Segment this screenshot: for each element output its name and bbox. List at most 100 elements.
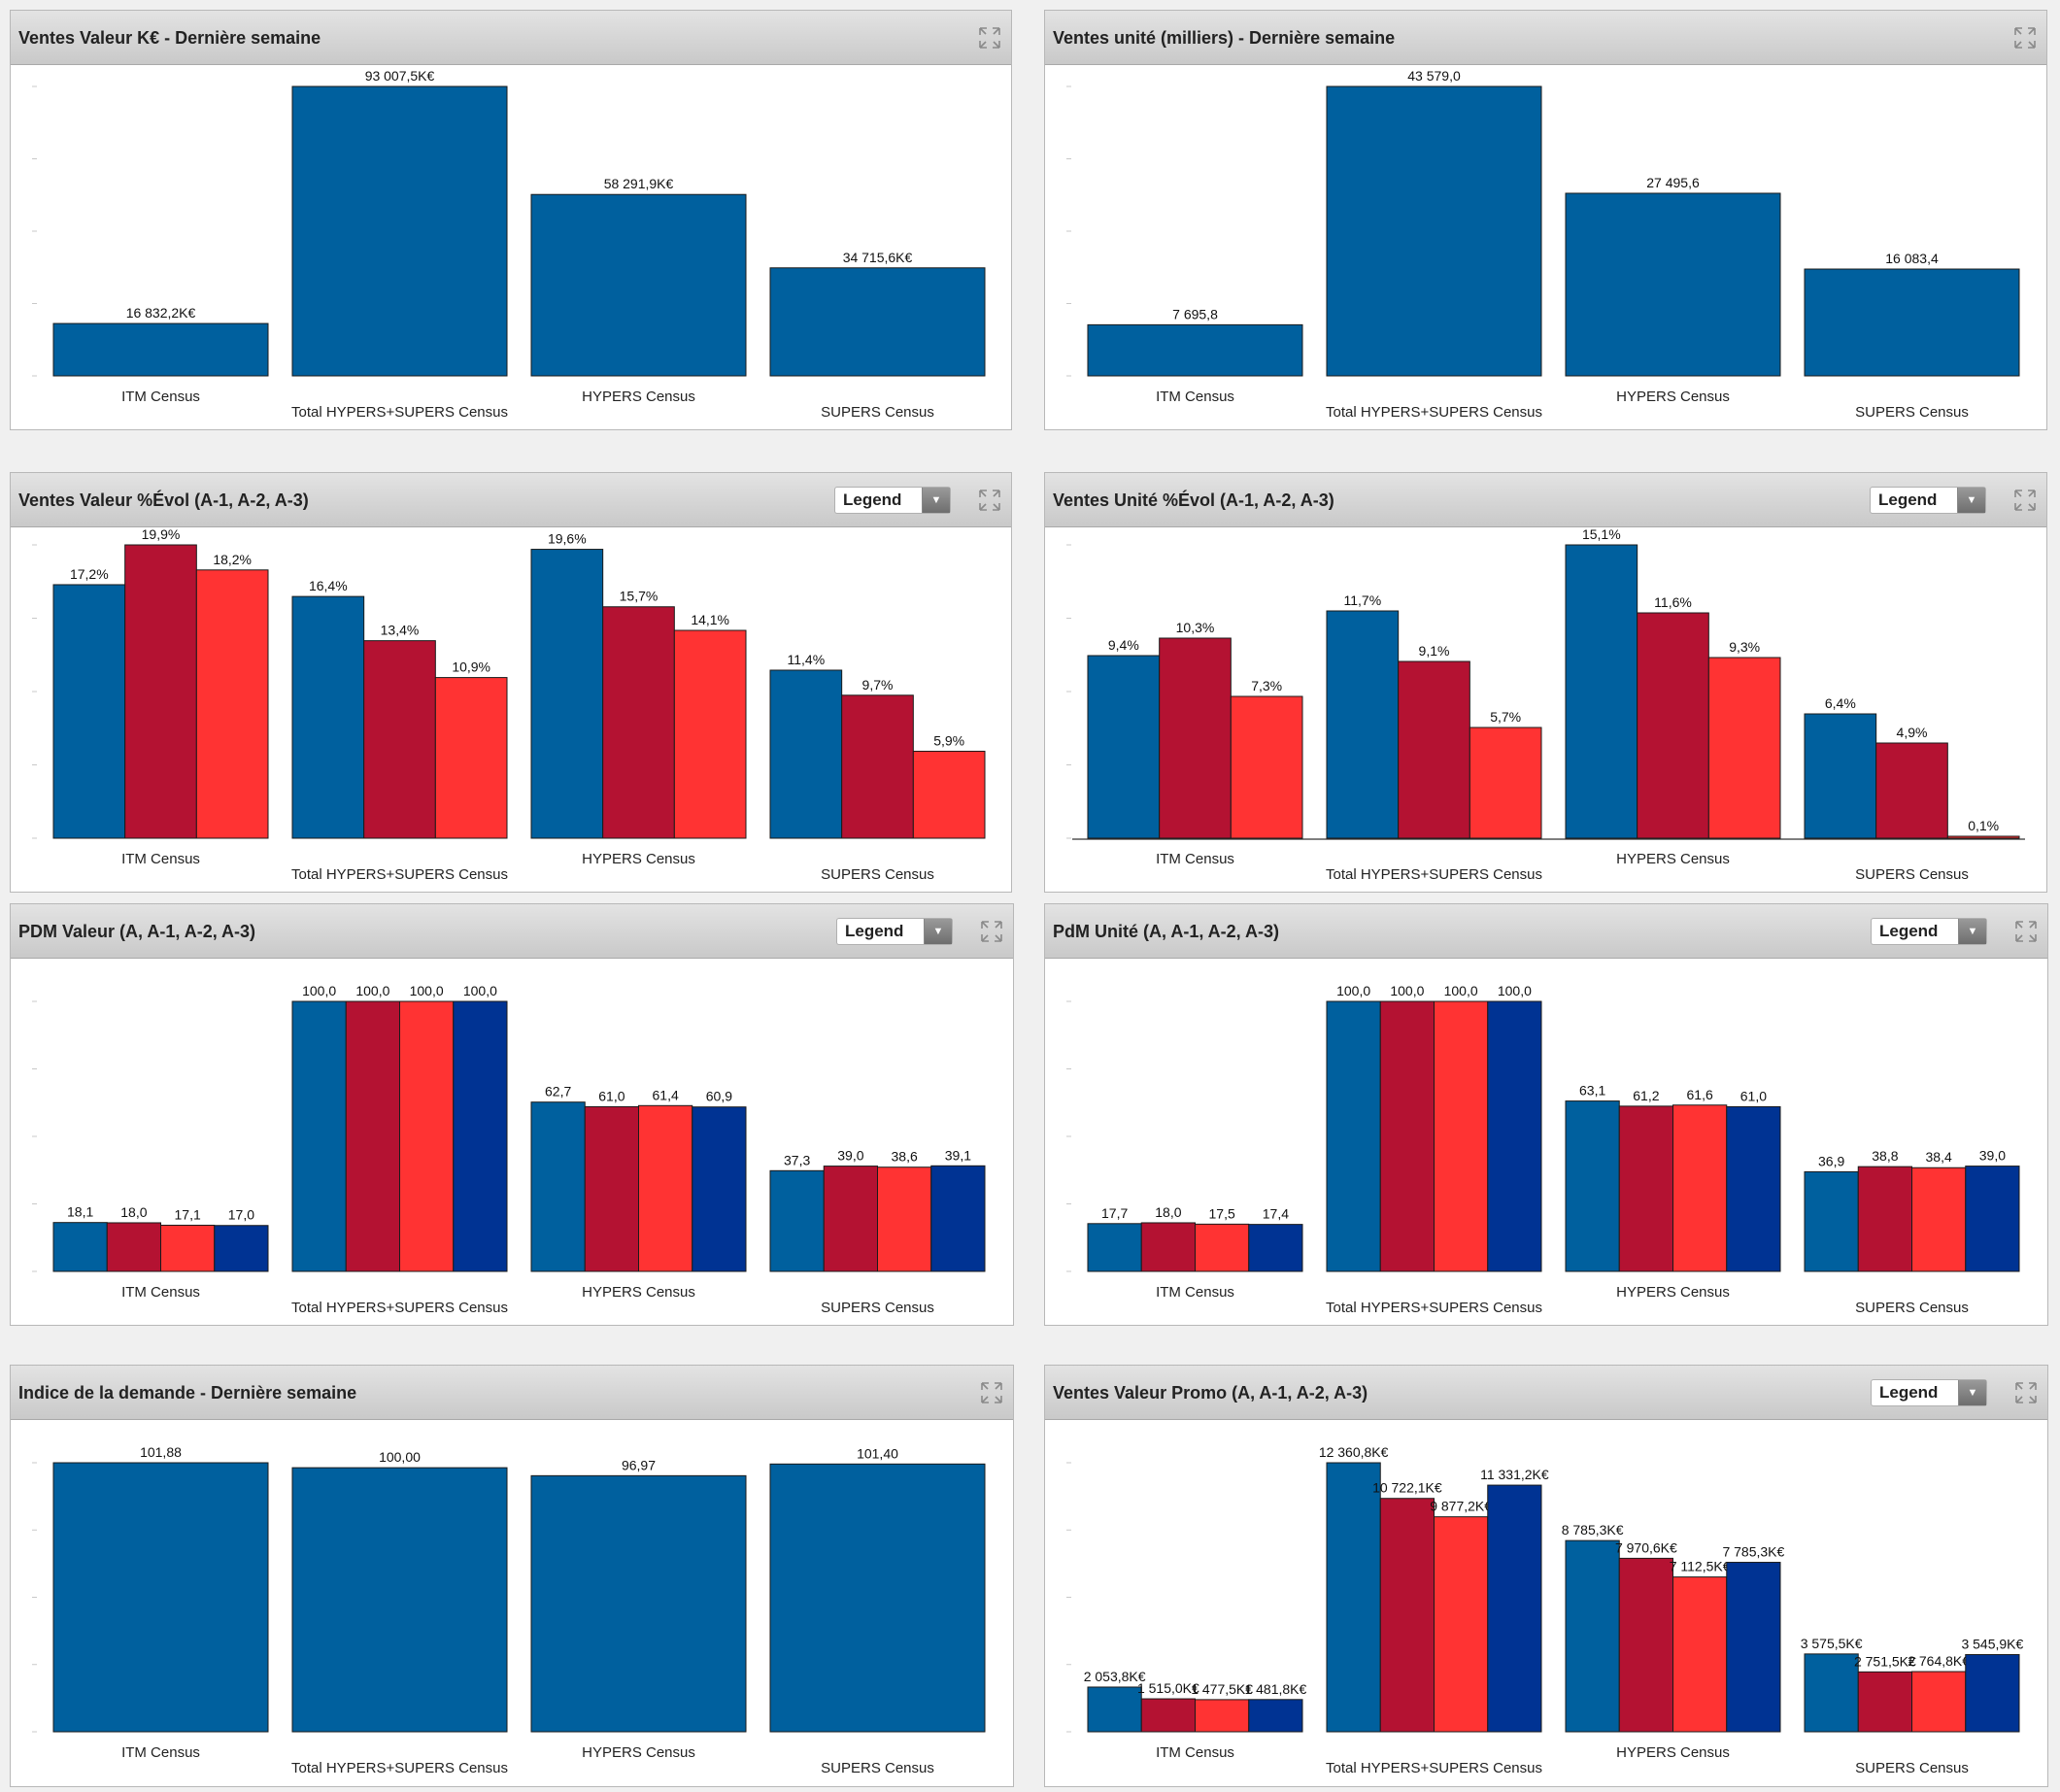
expand-icon[interactable] xyxy=(978,26,1001,50)
bar[interactable] xyxy=(106,1222,161,1272)
expand-icon[interactable] xyxy=(980,920,1003,943)
bar[interactable] xyxy=(1087,323,1303,377)
bar[interactable] xyxy=(1248,1224,1303,1272)
bar[interactable] xyxy=(530,1101,586,1272)
bar[interactable] xyxy=(345,1000,400,1272)
bar[interactable] xyxy=(1469,727,1542,839)
bar[interactable] xyxy=(453,1000,508,1272)
bar[interactable] xyxy=(1726,1105,1781,1272)
bar[interactable] xyxy=(363,640,436,839)
bar[interactable] xyxy=(1565,1539,1620,1733)
bar[interactable] xyxy=(1326,610,1400,839)
bar[interactable] xyxy=(1434,1516,1489,1733)
bar[interactable] xyxy=(1565,544,1638,839)
expand-icon[interactable] xyxy=(2013,26,2037,50)
bar[interactable] xyxy=(1159,637,1232,839)
bar[interactable] xyxy=(291,1000,347,1272)
bar[interactable] xyxy=(1857,1166,1912,1272)
bar[interactable] xyxy=(434,677,508,839)
bar[interactable] xyxy=(52,322,269,377)
bar[interactable] xyxy=(1398,660,1470,839)
bar[interactable] xyxy=(1804,1653,1859,1733)
bar[interactable] xyxy=(1487,1484,1542,1733)
bar[interactable] xyxy=(52,584,126,839)
bar[interactable] xyxy=(1087,1223,1142,1272)
bar[interactable] xyxy=(1248,1699,1303,1733)
expand-icon[interactable] xyxy=(2014,1381,2038,1404)
bar[interactable] xyxy=(769,669,843,839)
bar[interactable] xyxy=(769,267,986,377)
bar[interactable] xyxy=(1195,1223,1250,1272)
bar[interactable] xyxy=(1857,1671,1912,1733)
bar[interactable] xyxy=(160,1224,216,1272)
bar[interactable] xyxy=(291,1467,508,1733)
bar[interactable] xyxy=(584,1105,639,1272)
bar[interactable] xyxy=(1087,655,1161,839)
bar[interactable] xyxy=(673,629,747,839)
bar[interactable] xyxy=(1965,1166,2020,1272)
bar[interactable] xyxy=(52,1222,108,1272)
bar[interactable] xyxy=(1637,612,1709,839)
data-label: 9,7% xyxy=(862,677,894,693)
bar[interactable] xyxy=(530,549,604,839)
bar[interactable] xyxy=(1672,1576,1728,1733)
category-label: ITM Census xyxy=(1156,1284,1234,1301)
bar[interactable] xyxy=(195,569,269,839)
bar[interactable] xyxy=(124,544,197,839)
bar[interactable] xyxy=(1911,1166,1967,1272)
bar[interactable] xyxy=(52,1462,269,1733)
bar[interactable] xyxy=(214,1225,269,1272)
bar[interactable] xyxy=(1565,192,1781,377)
bar[interactable] xyxy=(1804,1170,1859,1272)
expand-icon[interactable] xyxy=(2014,920,2038,943)
bar[interactable] xyxy=(291,595,365,839)
bar[interactable] xyxy=(291,85,508,377)
bar[interactable] xyxy=(1618,1557,1673,1733)
legend-dropdown[interactable]: Legend ▼ xyxy=(836,918,953,945)
bar[interactable] xyxy=(769,1169,825,1272)
bar[interactable] xyxy=(1804,713,1877,839)
bar[interactable] xyxy=(1434,1000,1489,1272)
expand-icon[interactable] xyxy=(980,1381,1003,1404)
bar[interactable] xyxy=(823,1166,878,1272)
bar[interactable] xyxy=(1326,1462,1381,1733)
expand-icon[interactable] xyxy=(2013,489,2037,512)
bar[interactable] xyxy=(1946,835,2020,839)
bar[interactable] xyxy=(1618,1105,1673,1272)
bar[interactable] xyxy=(530,193,747,377)
bar[interactable] xyxy=(1230,695,1303,839)
bar[interactable] xyxy=(930,1165,986,1272)
bar[interactable] xyxy=(638,1104,693,1272)
bar[interactable] xyxy=(912,750,986,839)
legend-dropdown[interactable]: Legend ▼ xyxy=(1870,487,1986,514)
bar[interactable] xyxy=(1379,1498,1435,1733)
bar[interactable] xyxy=(1195,1699,1250,1733)
bar[interactable] xyxy=(1140,1222,1196,1272)
legend-dropdown[interactable]: Legend ▼ xyxy=(834,487,951,514)
expand-icon[interactable] xyxy=(978,489,1001,512)
bar[interactable] xyxy=(1326,1000,1381,1272)
bar[interactable] xyxy=(1965,1654,2020,1733)
bar[interactable] xyxy=(399,1000,455,1272)
data-label: 7,3% xyxy=(1251,678,1282,693)
bar[interactable] xyxy=(841,694,914,839)
bar[interactable] xyxy=(1911,1671,1967,1733)
bar[interactable] xyxy=(1140,1698,1196,1733)
bar[interactable] xyxy=(602,606,675,839)
bar[interactable] xyxy=(1804,268,2020,377)
bar[interactable] xyxy=(1087,1686,1142,1733)
bar[interactable] xyxy=(1726,1562,1781,1733)
legend-dropdown[interactable]: Legend ▼ xyxy=(1871,1379,1987,1406)
bar[interactable] xyxy=(1707,657,1781,839)
bar[interactable] xyxy=(692,1106,747,1272)
legend-dropdown[interactable]: Legend ▼ xyxy=(1871,918,1987,945)
bar[interactable] xyxy=(1875,742,1948,839)
bar[interactable] xyxy=(1326,85,1542,377)
bar[interactable] xyxy=(530,1474,747,1733)
bar[interactable] xyxy=(1672,1104,1728,1272)
bar[interactable] xyxy=(877,1166,932,1272)
bar[interactable] xyxy=(1379,1000,1435,1272)
bar[interactable] xyxy=(1487,1000,1542,1272)
bar[interactable] xyxy=(1565,1100,1620,1272)
bar[interactable] xyxy=(769,1463,986,1733)
